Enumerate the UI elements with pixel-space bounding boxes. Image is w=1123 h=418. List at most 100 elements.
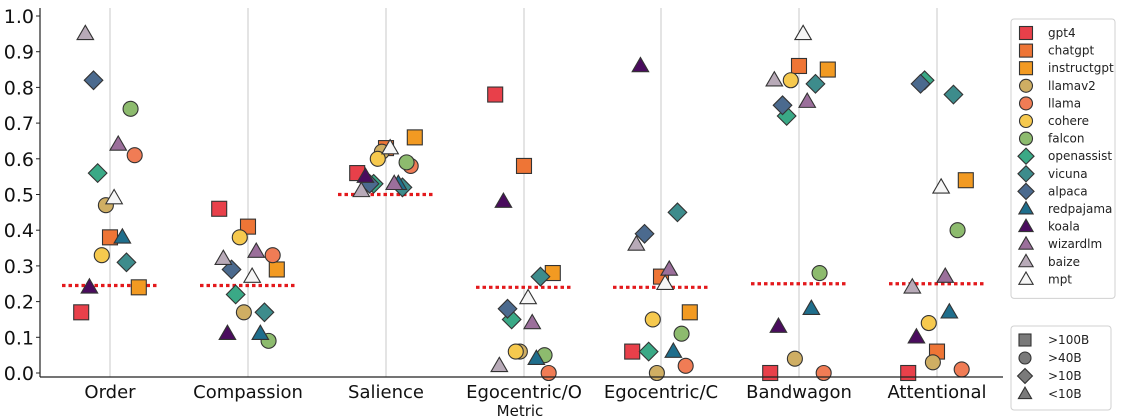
point-redpajama	[113, 227, 132, 244]
point-chatgpt	[239, 218, 257, 235]
legend-marker-openassist	[1017, 147, 1035, 166]
point-koala	[907, 327, 926, 344]
point-redpajama	[251, 324, 270, 340]
vertical-gridlines	[109, 8, 938, 377]
point-redpajama	[940, 302, 959, 319]
point-chatgpt	[790, 57, 808, 75]
point-falcon	[949, 222, 966, 239]
point-mpt	[380, 138, 400, 155]
legend-label: baize	[1048, 255, 1080, 269]
x-tick-label: Egocentric/C	[604, 382, 718, 403]
y-tick-label: 0.1	[4, 327, 34, 349]
point-mpt	[242, 266, 262, 283]
x-tick-label: Bandwagon	[746, 382, 852, 403]
point-baize	[76, 24, 95, 41]
size-legend-label: <10B	[1048, 387, 1082, 401]
size-legend-label: >100B	[1048, 333, 1089, 347]
y-tick-label: 0.7	[4, 113, 34, 135]
point-openassist	[225, 284, 246, 305]
point-wizardlm	[385, 174, 404, 191]
point-mpt	[793, 24, 813, 41]
point-alpaca	[497, 298, 518, 319]
point-redpajama	[664, 341, 683, 358]
y-tick-label: 0.8	[4, 77, 34, 99]
point-alpaca	[910, 73, 931, 94]
legend-marker-chatgpt	[1018, 43, 1034, 58]
point-redpajama	[802, 299, 821, 315]
y-tick-label: 0.5	[4, 185, 34, 207]
point-koala	[80, 277, 99, 294]
y-tick-label: 0.9	[4, 42, 34, 64]
legend-label: chatgpt	[1048, 44, 1094, 58]
y-tick-label: 1.0	[4, 6, 34, 28]
point-cohere	[644, 311, 661, 328]
point-koala	[631, 56, 650, 73]
legend-marker-llamav2	[1018, 78, 1034, 93]
data-points	[73, 24, 974, 382]
point-baize	[765, 70, 784, 87]
point-gpt4	[624, 343, 641, 360]
y-tick-labels: 0.0 0.1 0.2 0.3 0.4 0.5 0.6 0.7 0.8 0.9 1.0	[4, 6, 40, 385]
point-instructgpt	[268, 261, 285, 278]
random-baseline-lines	[62, 192, 985, 289]
legend-marker-koala	[1017, 218, 1035, 233]
point-openassist	[638, 341, 659, 362]
legend-label: cohere	[1048, 114, 1089, 128]
point-instructgpt	[406, 129, 423, 146]
point-baize	[352, 181, 371, 198]
point-falcon	[122, 100, 139, 117]
point-redpajama	[527, 349, 546, 365]
legend-label: vicuna	[1048, 167, 1088, 181]
legend-marker-falcon	[1018, 131, 1034, 146]
point-baize	[214, 249, 233, 266]
point-mpt	[104, 188, 124, 205]
point-wizardlm	[936, 266, 955, 283]
point-gpt4	[73, 304, 90, 321]
point-wizardlm	[798, 92, 817, 108]
point-falcon	[673, 325, 690, 342]
point-instructgpt	[130, 279, 147, 296]
size-legend-frame	[1010, 325, 1112, 411]
point-wizardlm	[660, 259, 679, 276]
y-tick-label: 0.3	[4, 256, 34, 278]
legend-marker-gpt4	[1018, 25, 1034, 41]
size-legend-marker	[1018, 333, 1032, 347]
point-llama	[953, 361, 970, 378]
x-tick-label: Attentional	[887, 382, 986, 403]
point-wizardlm	[523, 313, 542, 330]
x-tick-label: Order	[84, 382, 136, 403]
point-gpt4	[487, 86, 504, 103]
x-tick-labels: Order Compassion Salience Egocentric/O Egoce…	[84, 382, 986, 403]
model-legend: gpt4 chatgpt instructgpt llamav2 llama cohere…	[1010, 18, 1116, 299]
legend-marker-mpt	[1017, 270, 1035, 285]
legend-label: gpt4	[1048, 26, 1076, 40]
y-tick-label: 0.6	[4, 149, 34, 171]
legend-label: llama	[1048, 96, 1081, 110]
legend-label: koala	[1048, 220, 1080, 234]
size-legend-marker	[1017, 386, 1033, 400]
y-tick-label: 0.0	[4, 363, 34, 385]
x-tick-label: Egocentric/O	[466, 382, 582, 403]
point-cohere	[920, 314, 937, 332]
point-chatgpt	[515, 157, 533, 174]
legend-marker-baize	[1017, 253, 1035, 268]
legend-label: llamav2	[1048, 79, 1096, 93]
legend-label: mpt	[1048, 272, 1072, 286]
point-vicuna	[667, 202, 688, 223]
legend-label: falcon	[1048, 132, 1084, 146]
size-legend-label: >40B	[1048, 351, 1082, 365]
point-koala	[769, 316, 788, 333]
legend-frame	[1010, 18, 1116, 299]
point-llamav2	[924, 354, 941, 371]
point-llama	[677, 357, 694, 374]
size-legend-marker	[1016, 367, 1034, 385]
point-baize	[627, 234, 646, 251]
point-koala	[356, 167, 375, 183]
point-vicuna	[254, 302, 275, 323]
legend-label: wizardlm	[1048, 237, 1102, 251]
point-alpaca	[634, 223, 655, 244]
legend-marker-alpaca	[1017, 182, 1035, 201]
point-openassist	[87, 163, 108, 184]
point-vicuna	[530, 266, 551, 287]
